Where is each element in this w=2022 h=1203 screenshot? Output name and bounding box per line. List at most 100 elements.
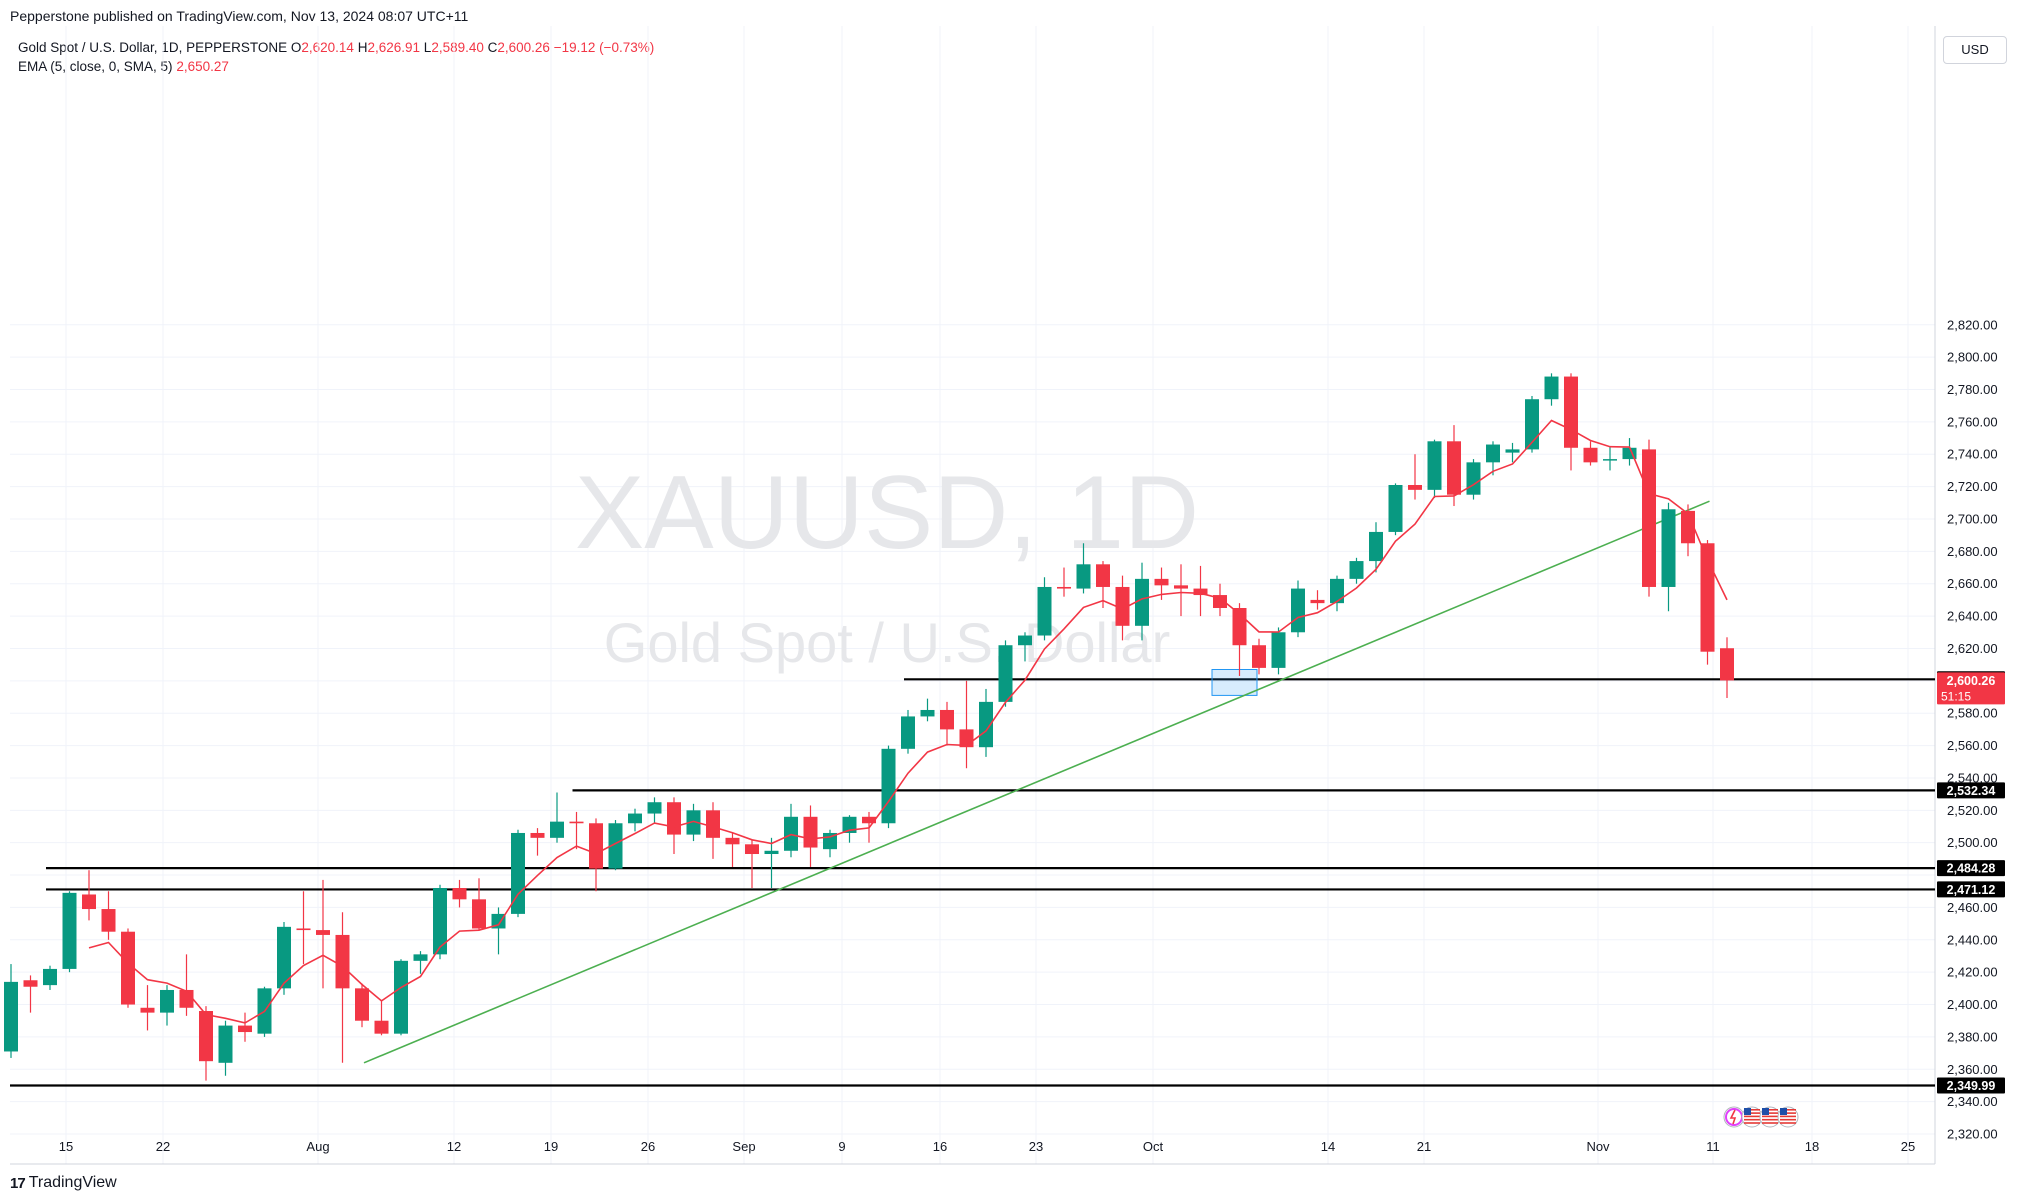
- candle-down: [1213, 595, 1227, 609]
- level-label: 2,471.12: [1947, 883, 1996, 897]
- candle-down: [472, 899, 486, 929]
- price-tick-label: 2,380.00: [1947, 1029, 1998, 1044]
- candle-down: [1564, 376, 1578, 448]
- candle-up: [43, 968, 57, 986]
- legend-ema-value: 2,650.27: [176, 59, 229, 74]
- countdown-label: 51:15: [1941, 689, 1971, 703]
- time-tick-label: Aug: [306, 1139, 329, 1154]
- candle-up: [842, 816, 857, 833]
- candle-down: [1310, 599, 1325, 604]
- candle-down: [199, 1011, 213, 1062]
- level-label-bg: [1937, 1077, 2005, 1094]
- highlight-box: [1211, 669, 1258, 696]
- price-tick-label: 2,700.00: [1947, 511, 1998, 526]
- candle-down: [1447, 441, 1461, 495]
- price-tick-label: 2,780.00: [1947, 382, 1998, 397]
- flag-stripe-icon: [1780, 1112, 1796, 1114]
- legend-c-label: C: [487, 40, 498, 55]
- legend-symbol: Gold Spot / U.S. Dollar, 1D, PEPPERSTONE: [18, 40, 288, 55]
- candle-up: [686, 810, 701, 835]
- candle-up: [901, 716, 915, 749]
- time-tick-label: 25: [1901, 1139, 1915, 1154]
- candle-down: [335, 934, 350, 989]
- price-tick-label: 2,740.00: [1947, 447, 1998, 462]
- ema-layer: [88, 419, 1728, 1024]
- candle-up: [511, 832, 525, 914]
- price-tick-label: 2,320.00: [1947, 1127, 1998, 1142]
- legend-open: 2,620.14: [301, 40, 354, 55]
- price-tick-label: 2,800.00: [1947, 350, 1998, 365]
- candle-up: [881, 748, 896, 824]
- candle-up: [491, 913, 506, 929]
- legend-ema-row[interactable]: EMA (5, close, 0, SMA, 5) 2,650.27: [18, 57, 654, 76]
- level-label-bg: [1937, 881, 2005, 898]
- price-tick-label: 2,400.00: [1947, 997, 1998, 1012]
- candle-down: [355, 988, 369, 1021]
- candle-down: [745, 844, 759, 855]
- currency-button[interactable]: USD: [1943, 36, 2007, 64]
- candle-up: [920, 709, 935, 717]
- flag-stripe-icon: [1762, 1112, 1778, 1114]
- legend-change: −19.12 (−0.73%): [553, 40, 655, 55]
- candle-up: [1018, 635, 1032, 646]
- flag-stripe-icon: [1780, 1118, 1796, 1121]
- candle-down: [238, 1025, 252, 1033]
- legend-ohlc-row: Gold Spot / U.S. Dollar, 1D, PEPPERSTONE…: [18, 38, 654, 57]
- candle-up: [433, 888, 447, 955]
- candle-up: [979, 701, 993, 748]
- candle-up: [1486, 444, 1500, 463]
- candle-down: [569, 821, 584, 824]
- candle-up: [218, 1025, 233, 1063]
- legend-l-label: L: [423, 40, 432, 55]
- candle-down: [1096, 564, 1110, 587]
- time-tick-label: 16: [933, 1139, 947, 1154]
- candle-down: [1700, 543, 1715, 652]
- time-tick-label: 21: [1417, 1139, 1431, 1154]
- level-label-bg: [1937, 782, 2005, 799]
- flag-stripe-icon: [1762, 1118, 1778, 1121]
- candle-down: [706, 810, 720, 838]
- candle-down: [452, 888, 467, 900]
- price-tick-label: 2,340.00: [1947, 1094, 1998, 1109]
- time-tick-label: Nov: [1586, 1139, 1610, 1154]
- time-axis: 15 22 Aug 12 19 26 Sep 9 16 23 Oct 14 21 Nov 11 18 25: [59, 1139, 1915, 1154]
- flag-stripe-icon: [1762, 1109, 1778, 1111]
- price-tick-label: 2,680.00: [1947, 544, 1998, 559]
- price-tick-label: 2,560.00: [1947, 738, 1998, 753]
- candle-up: [413, 954, 428, 961]
- trendline: [363, 500, 1710, 1064]
- candle-up: [1603, 459, 1617, 461]
- candle-down: [1642, 449, 1656, 587]
- candle-up: [1427, 441, 1442, 490]
- candle-up: [160, 989, 174, 1013]
- candle-up: [764, 850, 779, 855]
- level-label: 2,484.28: [1947, 862, 1996, 876]
- candle-down: [1408, 484, 1422, 490]
- price-tick-label: 2,360.00: [1947, 1062, 1998, 1077]
- tradingview-footer[interactable]: 17 TradingView: [10, 1174, 117, 1192]
- candle-up: [1525, 399, 1539, 450]
- flag-stripe-icon: [1780, 1115, 1796, 1118]
- watermark-name: Gold Spot / U.S. Dollar: [604, 611, 1170, 674]
- time-tick-label: Oct: [1143, 1139, 1164, 1154]
- current-price-label: 2,600.26: [1947, 674, 1996, 688]
- time-tick-label: 11: [1706, 1139, 1720, 1154]
- flag-canton-icon: [1762, 1108, 1769, 1115]
- time-tick-label: 19: [544, 1139, 558, 1154]
- candle-down: [1057, 586, 1071, 589]
- price-tick-label: 2,500.00: [1947, 835, 1998, 850]
- time-tick-label: Sep: [732, 1139, 755, 1154]
- level-label-bg: [1937, 860, 2005, 877]
- candle-up: [550, 821, 564, 838]
- price-tick-label: 2,620.00: [1947, 641, 1998, 656]
- candle-up: [62, 892, 77, 969]
- lightning-icon: [1729, 1109, 1737, 1125]
- candle-up: [1037, 586, 1052, 636]
- candles-layer: [4, 373, 1734, 1081]
- trendline-layer: [363, 500, 1710, 1064]
- current-price-bg: [1937, 672, 2005, 705]
- candle-up: [1466, 462, 1481, 495]
- level-label: 2,532.34: [1947, 784, 1996, 798]
- chart-grid: [10, 26, 1936, 1165]
